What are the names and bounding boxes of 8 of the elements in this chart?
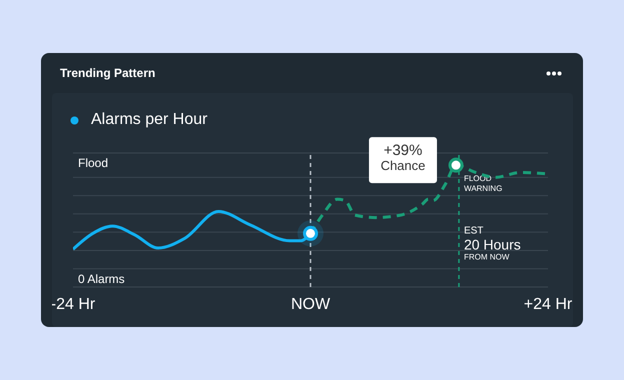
annotation: Flood <box>78 156 112 170</box>
legend-label: Alarms per Hour <box>91 111 208 129</box>
x-tick-label: +24 Hr <box>524 296 573 313</box>
annotation: 0 Alarms <box>78 272 129 286</box>
x-tick-label: NOW <box>290 296 331 313</box>
annotation: +39% Chance <box>380 142 426 174</box>
annotation: EST 20 Hours FROM NOW <box>464 225 521 262</box>
chart-title: Trending Pattern <box>60 66 156 80</box>
